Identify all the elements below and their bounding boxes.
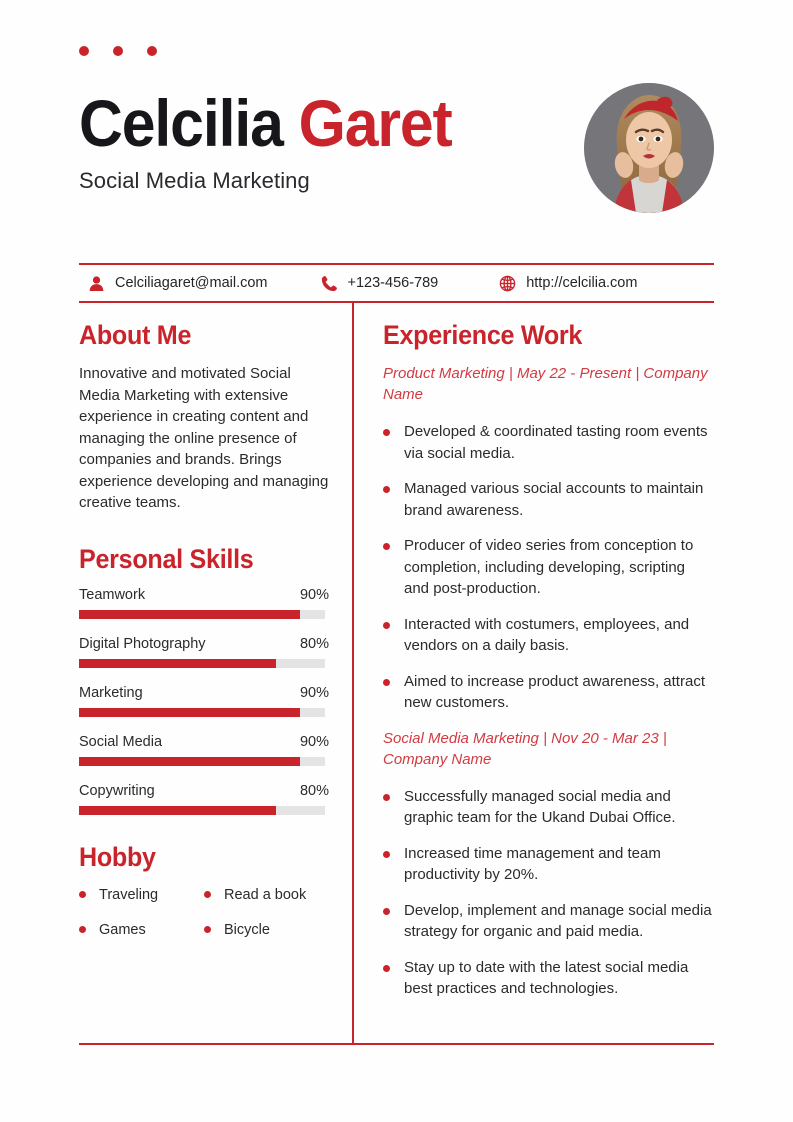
job-heading: Social Media Marketing | Nov 20 - Mar 23… bbox=[383, 729, 667, 768]
bullet-icon bbox=[204, 926, 211, 933]
contact-bar: Celciliagaret@mail.com +123-456-789 http… bbox=[79, 263, 714, 303]
bullet-icon bbox=[383, 793, 390, 801]
job-bullet: Managed various social accounts to maint… bbox=[383, 478, 714, 521]
job-bullet-list: Developed & coordinated tasting room eve… bbox=[383, 421, 714, 714]
job-heading: Product Marketing | May 22 - Present | C… bbox=[383, 365, 708, 403]
skill-item: Copywriting 80% bbox=[79, 783, 329, 815]
hobby-label: Read a book bbox=[224, 886, 307, 903]
experience-job: Social Media Marketing | Nov 20 - Mar 23… bbox=[383, 728, 714, 1000]
contact-email[interactable]: Celciliagaret@mail.com bbox=[87, 274, 268, 293]
first-name: Celcilia bbox=[79, 86, 284, 160]
skill-percent: 90% bbox=[299, 733, 329, 750]
left-column: About Me Innovative and motivated Social… bbox=[79, 320, 329, 938]
contact-email-text: Celciliagaret@mail.com bbox=[115, 275, 268, 291]
hobby-label: Bicycle bbox=[224, 921, 270, 938]
person-icon bbox=[89, 275, 104, 291]
bullet-icon bbox=[383, 907, 390, 915]
job-bullet: Producer of video series from conception… bbox=[383, 535, 714, 600]
skill-progress-fill bbox=[79, 609, 301, 619]
skill-percent: 90% bbox=[299, 586, 329, 603]
personal-skills-title: Personal Skills bbox=[79, 543, 254, 574]
job-bullet: Develop, implement and manage social med… bbox=[383, 900, 714, 943]
skill-label: Teamwork bbox=[79, 586, 146, 603]
job-bullet: Interacted with costumers, employees, an… bbox=[383, 614, 714, 657]
skill-percent: 90% bbox=[299, 684, 329, 701]
skill-label: Social Media bbox=[79, 733, 163, 750]
about-me-title: About Me bbox=[79, 320, 192, 350]
hobby-title: Hobby bbox=[79, 841, 156, 872]
bullet-icon bbox=[383, 486, 390, 493]
hobby-item: Games bbox=[79, 922, 204, 938]
job-bullet: Increased time management and team produ… bbox=[383, 843, 714, 886]
job-bullet: Developed & coordinated tasting room eve… bbox=[383, 421, 714, 464]
bullet-icon bbox=[383, 543, 390, 550]
skill-progress-fill bbox=[79, 805, 276, 815]
contact-website-text: http://celcilia.com bbox=[526, 275, 638, 291]
experience-job: Product Marketing | May 22 - Present | C… bbox=[383, 363, 714, 714]
contact-phone-text: +123-456-789 bbox=[347, 275, 439, 291]
skill-percent: 80% bbox=[299, 782, 329, 799]
job-bullet: Aimed to increase product awareness, att… bbox=[383, 671, 714, 714]
skill-progress-track bbox=[79, 756, 325, 766]
job-bullet: Stay up to date with the latest social m… bbox=[383, 957, 714, 1000]
column-divider bbox=[352, 301, 354, 1045]
skill-progress-fill bbox=[79, 756, 301, 766]
skill-item: Digital Photography 80% bbox=[79, 636, 329, 668]
skill-item: Teamwork 90% bbox=[79, 587, 329, 619]
bullet-icon bbox=[383, 621, 390, 629]
bullet-icon bbox=[383, 429, 390, 436]
bullet-icon bbox=[383, 678, 390, 686]
bullet-icon bbox=[79, 891, 86, 898]
skill-progress-fill bbox=[79, 658, 276, 668]
skill-progress-fill bbox=[79, 707, 301, 717]
hobby-section: Hobby Traveling Read a book Games Bicycl… bbox=[79, 842, 329, 938]
contact-website[interactable]: http://celcilia.com bbox=[498, 274, 637, 293]
skill-label: Digital Photography bbox=[79, 635, 206, 652]
skill-progress-track bbox=[79, 609, 325, 619]
skill-item: Social Media 90% bbox=[79, 734, 329, 766]
right-column: Experience Work Product Marketing | May … bbox=[383, 320, 714, 1014]
page-title: Celcilia Garet bbox=[79, 88, 668, 158]
hobby-item: Bicycle bbox=[204, 922, 329, 938]
personal-skills-section: Personal Skills Teamwork 90% Digital Pho… bbox=[79, 544, 329, 815]
decorative-dot bbox=[147, 46, 157, 56]
bullet-icon bbox=[204, 891, 211, 898]
skill-progress-track bbox=[79, 658, 325, 668]
bottom-divider bbox=[79, 1043, 714, 1046]
bullet-icon bbox=[79, 926, 86, 933]
decorative-dot bbox=[113, 46, 123, 56]
job-subtitle: Social Media Marketing bbox=[79, 168, 310, 193]
avatar bbox=[584, 83, 714, 213]
header: Celcilia Garet Social Media Marketing bbox=[79, 88, 719, 218]
hobby-label: Games bbox=[99, 921, 146, 938]
bullet-icon bbox=[383, 850, 390, 858]
job-bullet-list: Successfully managed social media and gr… bbox=[383, 786, 714, 1000]
bullet-icon bbox=[383, 964, 390, 972]
hobby-item: Traveling bbox=[79, 887, 204, 903]
skill-label: Copywriting bbox=[79, 782, 155, 799]
experience-work-title: Experience Work bbox=[383, 320, 583, 350]
decorative-dots bbox=[79, 46, 157, 56]
hobby-label: Traveling bbox=[99, 886, 159, 903]
skill-progress-track bbox=[79, 805, 325, 815]
skill-progress-track bbox=[79, 707, 325, 717]
profile-photo-icon bbox=[584, 83, 714, 213]
job-bullet: Successfully managed social media and gr… bbox=[383, 786, 714, 829]
last-name: Garet bbox=[298, 86, 453, 160]
skill-label: Marketing bbox=[79, 684, 143, 701]
hobby-item: Read a book bbox=[204, 887, 329, 903]
skill-item: Marketing 90% bbox=[79, 685, 329, 717]
contact-phone[interactable]: +123-456-789 bbox=[320, 274, 439, 293]
globe-icon bbox=[499, 275, 516, 291]
about-me-text: Innovative and motivated Social Media Ma… bbox=[79, 365, 329, 511]
decorative-dot bbox=[79, 46, 89, 56]
phone-icon bbox=[321, 275, 337, 291]
skill-percent: 80% bbox=[299, 635, 329, 652]
